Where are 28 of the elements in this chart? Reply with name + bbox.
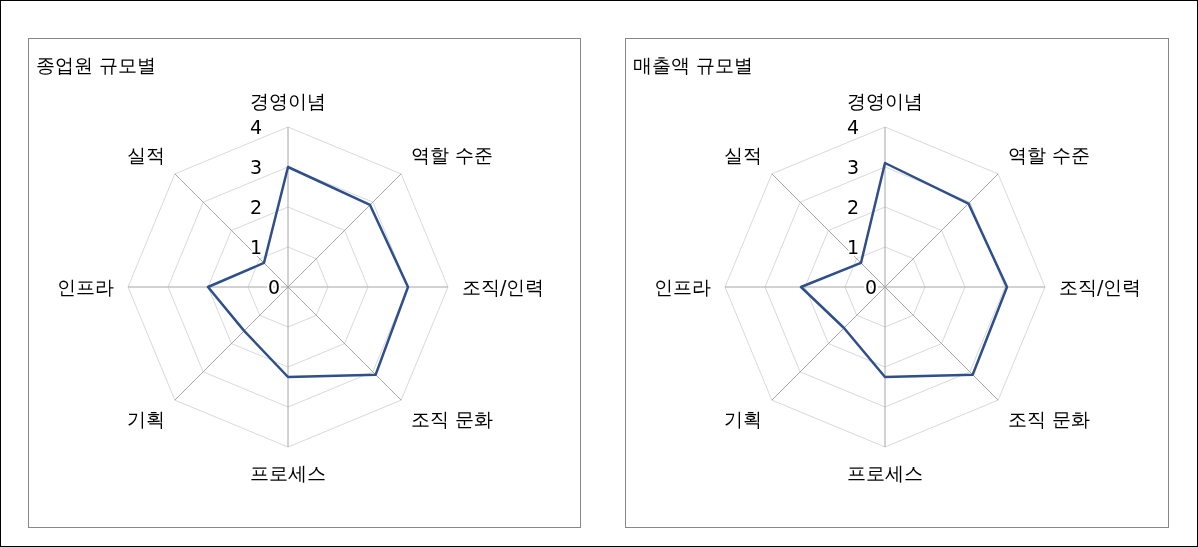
spoke-label: 조직 문화 xyxy=(1008,407,1091,430)
y-tick-label: 0 xyxy=(267,276,280,298)
spoke-label: 인프라 xyxy=(654,276,711,298)
spoke-label: 조직 문화 xyxy=(411,407,494,430)
y-tick-label: 1 xyxy=(249,236,262,258)
y-tick-label: 4 xyxy=(249,116,262,138)
spoke-label: 경영이념 xyxy=(250,90,326,112)
y-tick-label: 0 xyxy=(864,276,877,298)
spoke-label: 경영이념 xyxy=(847,90,923,112)
y-tick-label: 1 xyxy=(846,236,859,258)
spoke-label: 조직/인력 xyxy=(1059,276,1142,298)
y-tick-label: 2 xyxy=(846,196,859,218)
y-tick-label: 4 xyxy=(846,116,859,138)
spoke-label: 인프라 xyxy=(57,276,114,298)
spoke-label: 기획 xyxy=(723,407,762,430)
spoke-label: 조직/인력 xyxy=(462,276,545,298)
spoke-label: 기획 xyxy=(126,407,165,430)
chart-title: 종업원 규모별 xyxy=(36,54,157,76)
y-tick-label: 2 xyxy=(249,196,262,218)
y-tick-label: 3 xyxy=(846,156,859,178)
chart-title: 매출액 규모별 xyxy=(633,54,754,76)
spoke-label: 역할 수준 xyxy=(1008,144,1091,167)
spoke-label: 실적 xyxy=(126,144,165,167)
spoke-label: 프로세스 xyxy=(847,462,923,484)
spoke-label: 실적 xyxy=(723,144,762,167)
spoke-label: 프로세스 xyxy=(250,462,326,484)
y-tick-label: 3 xyxy=(249,156,262,178)
spoke-label: 역할 수준 xyxy=(411,144,494,167)
